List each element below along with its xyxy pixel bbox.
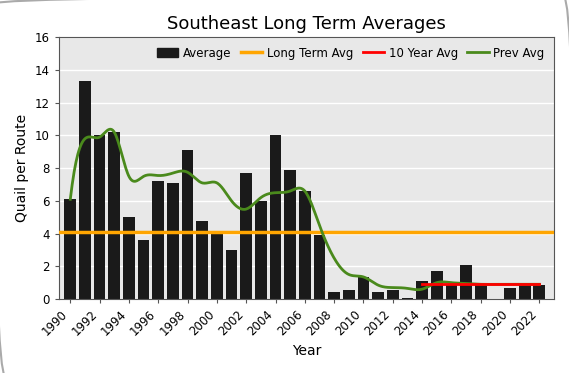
- Bar: [357, 277, 369, 299]
- Bar: [416, 281, 428, 299]
- Legend: Average, Long Term Avg, 10 Year Avg, Prev Avg: Average, Long Term Avg, 10 Year Avg, Pre…: [154, 43, 548, 63]
- Bar: [182, 150, 193, 299]
- Bar: [387, 290, 399, 299]
- Bar: [299, 191, 311, 299]
- Bar: [109, 132, 120, 299]
- Bar: [64, 199, 76, 299]
- Bar: [328, 292, 340, 299]
- Bar: [123, 217, 135, 299]
- Bar: [446, 284, 457, 299]
- Bar: [79, 81, 91, 299]
- Bar: [270, 135, 282, 299]
- Bar: [504, 288, 516, 299]
- Bar: [402, 298, 413, 299]
- Bar: [314, 235, 325, 299]
- Bar: [94, 135, 105, 299]
- Bar: [460, 265, 472, 299]
- Bar: [211, 232, 222, 299]
- Title: Southeast Long Term Averages: Southeast Long Term Averages: [167, 15, 446, 33]
- Bar: [534, 285, 545, 299]
- Bar: [196, 220, 208, 299]
- X-axis label: Year: Year: [291, 344, 321, 358]
- Bar: [138, 240, 150, 299]
- Bar: [431, 271, 443, 299]
- Bar: [475, 285, 486, 299]
- Bar: [226, 250, 237, 299]
- Bar: [255, 201, 267, 299]
- Bar: [372, 292, 384, 299]
- Bar: [343, 290, 354, 299]
- Y-axis label: Quail per Route: Quail per Route: [15, 114, 29, 222]
- Bar: [519, 285, 530, 299]
- Bar: [167, 183, 179, 299]
- Bar: [152, 181, 164, 299]
- Bar: [240, 173, 252, 299]
- Bar: [284, 170, 296, 299]
